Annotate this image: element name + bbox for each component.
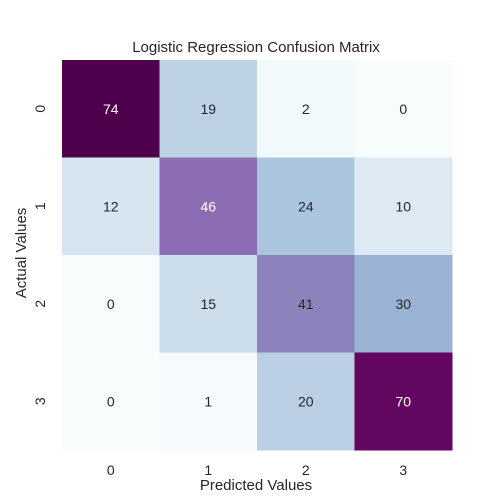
heatmap-cell <box>354 157 453 256</box>
x-tick-label: 3 <box>399 462 407 478</box>
heatmap-cell <box>257 352 355 451</box>
x-tick-label: 0 <box>107 462 115 478</box>
cell-value-label: 30 <box>395 296 411 312</box>
heatmap-cell <box>354 60 453 158</box>
y-axis-label: Actual Values <box>13 208 30 299</box>
cell-value-label: 46 <box>200 198 216 214</box>
heatmap-cell <box>159 255 258 353</box>
heatmap-cell <box>62 255 160 353</box>
heatmap-cell <box>354 255 453 353</box>
heatmap-cell <box>62 60 160 158</box>
x-tick-label: 2 <box>302 462 310 478</box>
heatmap-cell <box>159 352 258 451</box>
cell-value-label: 15 <box>200 296 216 312</box>
y-tick-labels: 0 1 2 3 <box>32 105 48 406</box>
heatmap-cell <box>257 157 355 256</box>
cell-value-label: 2 <box>302 101 310 117</box>
chart-title: Logistic Regression Confusion Matrix <box>132 39 380 56</box>
cell-value-label: 0 <box>107 393 115 409</box>
heatmap-cell <box>62 352 160 451</box>
cell-value-label: 24 <box>298 198 314 214</box>
y-tick-label: 3 <box>32 397 48 405</box>
cell-value-label: 20 <box>298 393 314 409</box>
cell-value-label: 12 <box>103 198 119 214</box>
y-tick-label: 0 <box>32 105 48 113</box>
cell-value-label: 0 <box>399 101 407 117</box>
heatmap-cells: 74 19 2 012 46 24 100 15 41 300 1 20 70 <box>62 60 453 451</box>
cell-value-label: 1 <box>204 393 212 409</box>
x-tick-labels: 0 1 2 3 <box>107 462 408 478</box>
heatmap-cell <box>257 60 355 158</box>
cell-value-label: 41 <box>298 296 314 312</box>
heatmap-cell <box>257 255 355 353</box>
y-tick-label: 2 <box>32 300 48 308</box>
x-tick-label: 1 <box>204 462 212 478</box>
x-axis-label: Predicted Values <box>200 477 312 494</box>
cell-value-label: 74 <box>103 101 119 117</box>
y-tick-label: 1 <box>32 202 48 210</box>
cell-value-label: 70 <box>395 393 411 409</box>
cell-value-label: 10 <box>395 198 411 214</box>
heatmap-cell <box>159 157 258 256</box>
heatmap-cell <box>159 60 258 158</box>
cell-value-label: 19 <box>200 101 216 117</box>
heatmap-cell <box>62 157 160 256</box>
heatmap-cell <box>354 352 453 451</box>
cell-value-label: 0 <box>107 296 115 312</box>
